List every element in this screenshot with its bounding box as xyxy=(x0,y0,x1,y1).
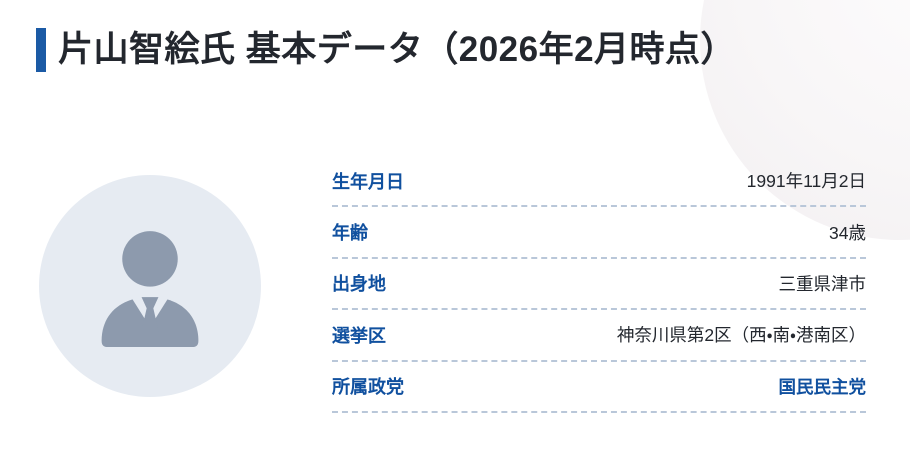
page-header: 片山智絵氏 基本データ（2026年2月時点） xyxy=(36,28,736,72)
row-value: 1991年11月2日 xyxy=(746,171,866,192)
profile-table: 生年月日 1991年11月2日 年齢 34歳 出身地 三重県津市 選挙区 神奈川… xyxy=(332,156,866,413)
row-label: 所属政党 xyxy=(332,377,404,398)
row-value: 三重県津市 xyxy=(778,273,867,294)
row-label: 生年月日 xyxy=(332,171,404,192)
row-label: 年齢 xyxy=(332,223,368,244)
row-value: 国民民主党 xyxy=(778,376,867,397)
table-row-birthdate: 生年月日 1991年11月2日 xyxy=(332,156,866,208)
page-title: 片山智絵氏 基本データ（2026年2月時点） xyxy=(58,30,737,69)
row-label: 選挙区 xyxy=(332,325,386,346)
row-value: 神奈川県第2区（西・南・港南区） xyxy=(616,325,866,346)
title-accent-bar xyxy=(36,28,46,72)
person-silhouette-icon xyxy=(39,175,261,397)
table-row-birthplace: 出身地 三重県津市 xyxy=(332,259,867,311)
row-value: 34歳 xyxy=(829,222,866,243)
avatar xyxy=(39,175,261,397)
table-row-district: 選挙区 神奈川県第2区（西・南・港南区） xyxy=(332,310,866,362)
table-row-age: 年齢 34歳 xyxy=(332,207,866,259)
row-label: 出身地 xyxy=(332,274,386,295)
table-row-party: 所属政党 国民民主党 xyxy=(332,362,866,413)
